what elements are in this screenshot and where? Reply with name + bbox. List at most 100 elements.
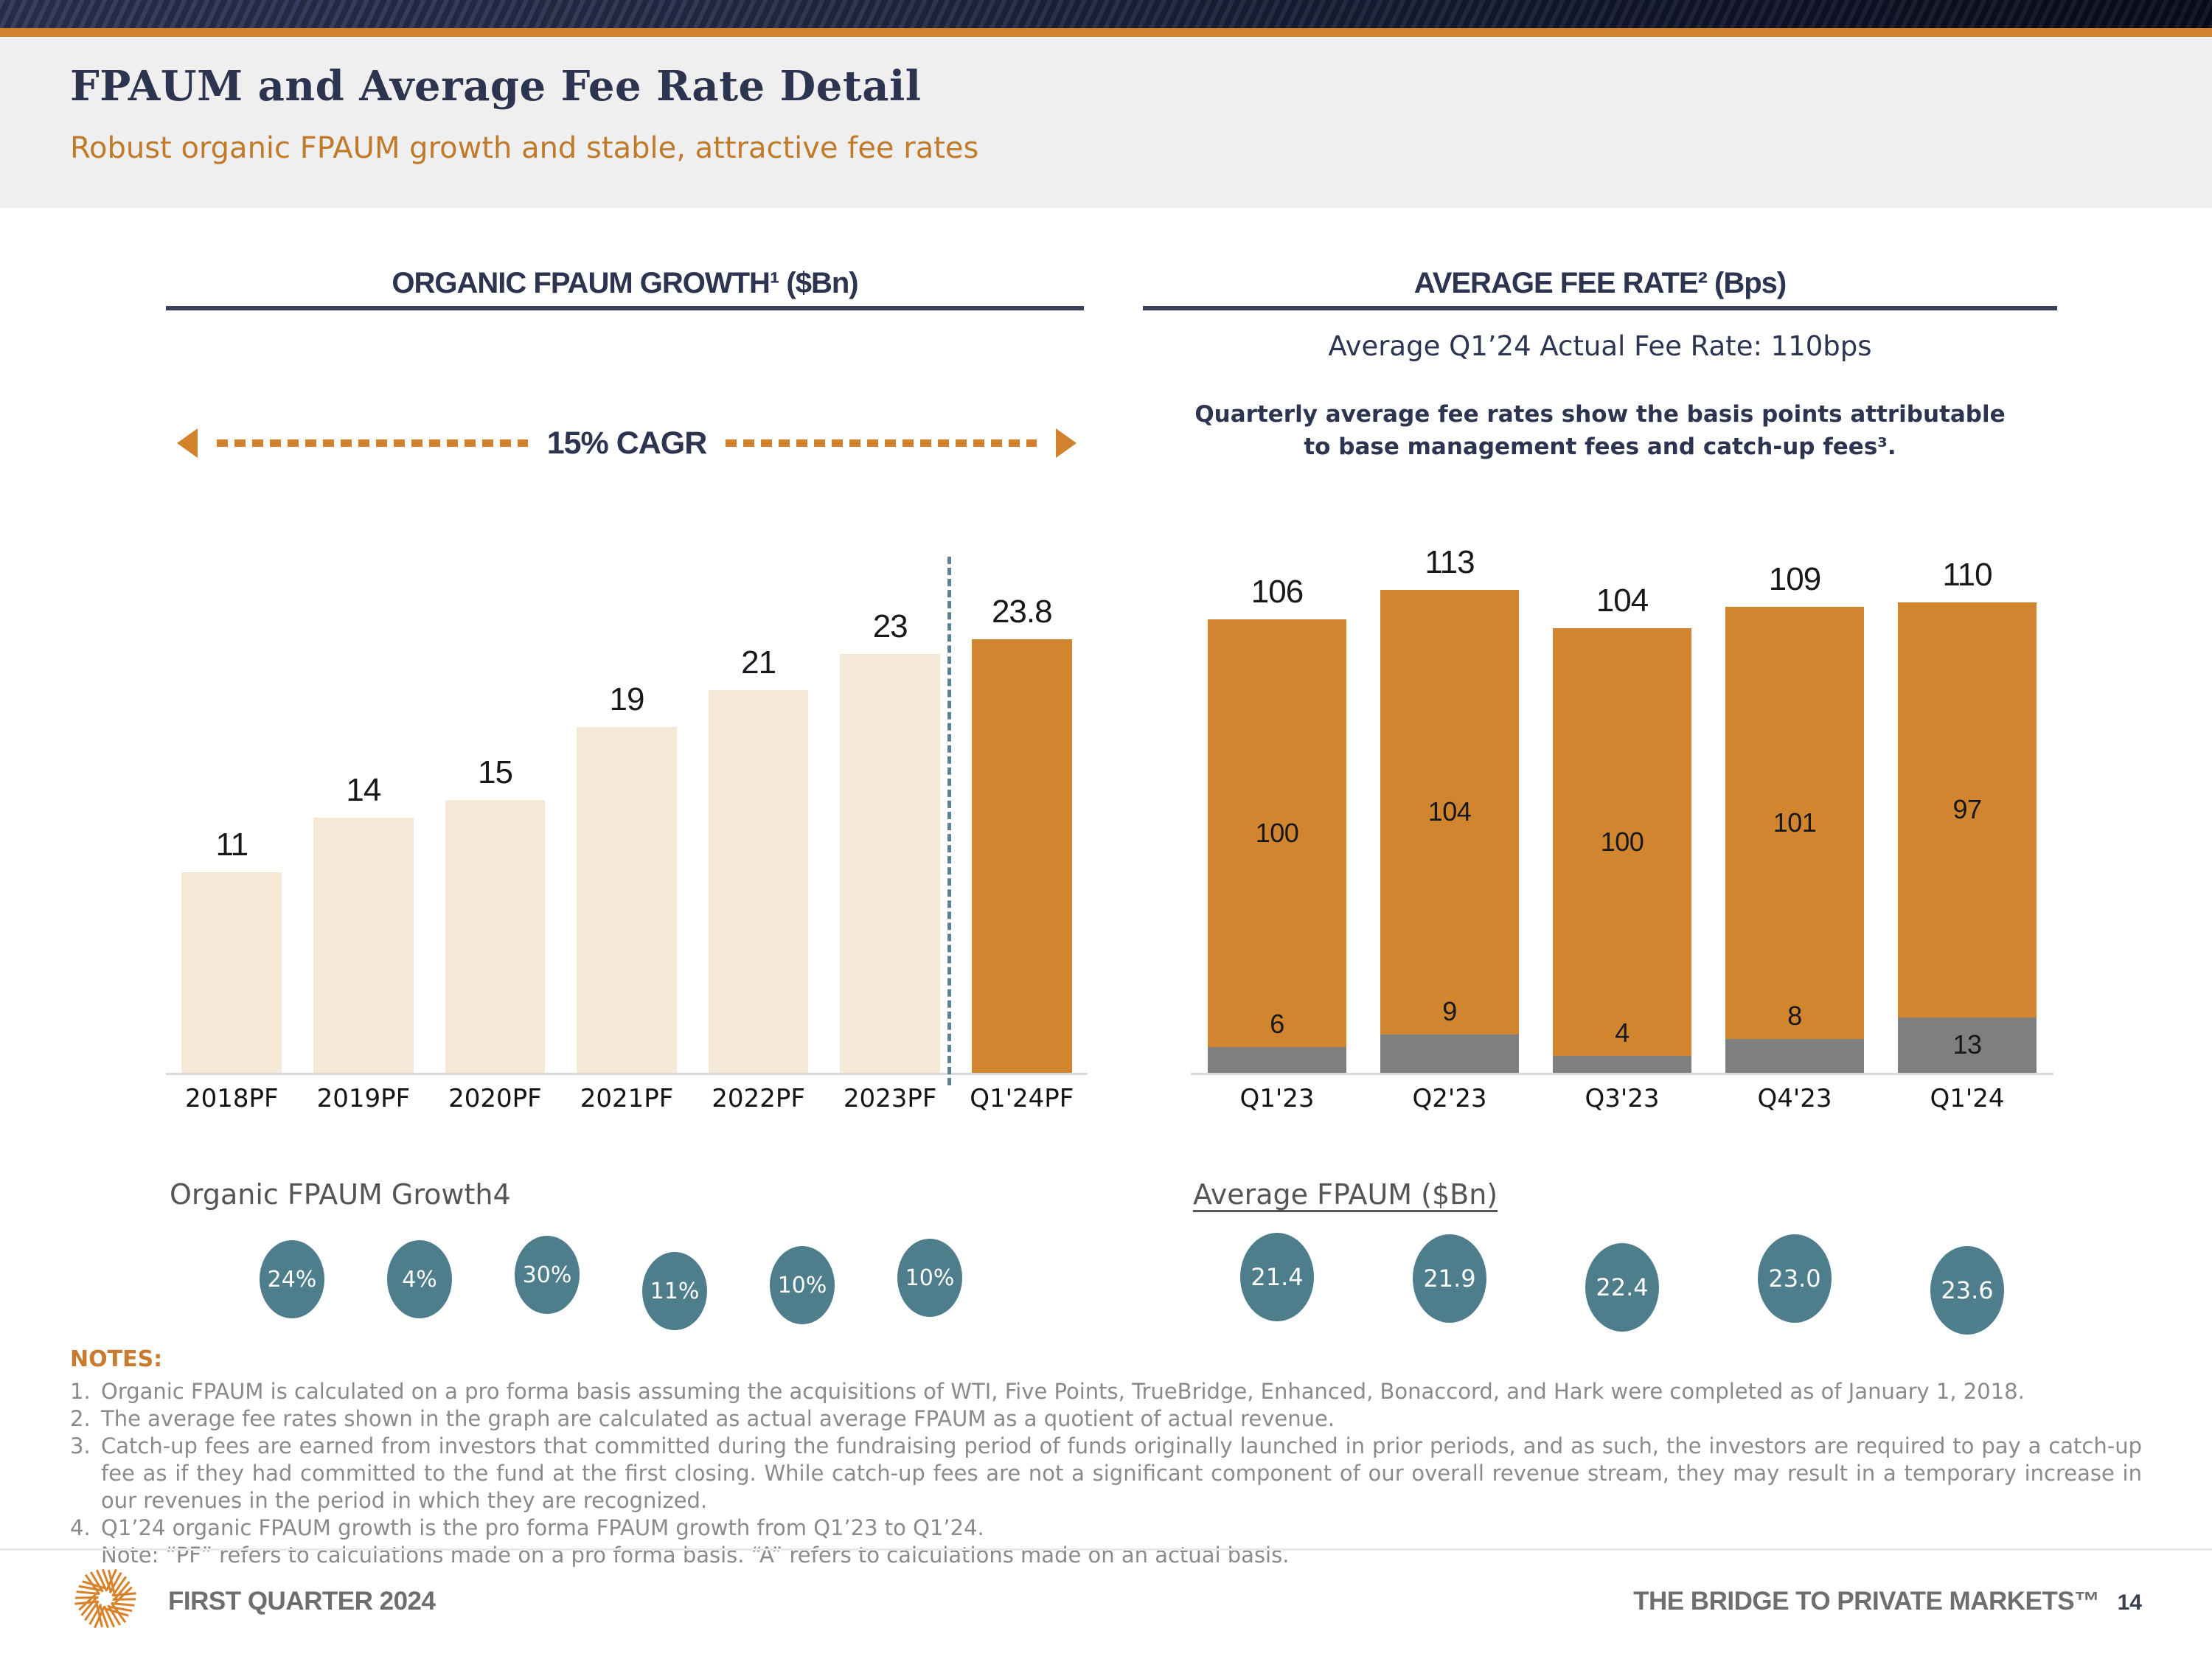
- avg-fpaum-bubble: 23.6: [1930, 1246, 2004, 1335]
- catchup-fee-segment: 9: [1380, 996, 1519, 1073]
- growth-bubble: 4%: [387, 1240, 452, 1318]
- bar-column: 19: [561, 586, 693, 1073]
- right-chart-plot: 106 100 6 113 104 9 104 100 4 109 101 8 110 97 13: [1191, 543, 2053, 1075]
- right-title-rule: [1143, 306, 2057, 310]
- bar-value-label: 23: [872, 608, 908, 644]
- fee-rate-note: Quarterly average fee rates show the bas…: [1194, 401, 2006, 461]
- growth-bubble: 10%: [770, 1246, 835, 1324]
- stacked-bar-column: 106 100 6: [1191, 546, 1363, 1073]
- growth-bubble: 24%: [260, 1240, 324, 1318]
- note-text: Organic FPAUM is calculated on a pro for…: [101, 1379, 2025, 1404]
- cagr-annotation: 15% CAGR: [177, 425, 1077, 461]
- page-number: 14: [2117, 1590, 2142, 1615]
- bubble-cell: 21.4: [1191, 1233, 1363, 1321]
- total-value-label: 109: [1768, 560, 1821, 597]
- x-axis-label: Q1'23: [1239, 1084, 1315, 1113]
- x-axis-label: 2018PF: [184, 1084, 279, 1113]
- note-text: Note: “PF” refers to calculations made o…: [101, 1543, 1290, 1568]
- header-band: [0, 37, 2212, 208]
- x-axis-label: Q2'23: [1412, 1084, 1487, 1113]
- note-number: 4.: [70, 1515, 91, 1540]
- base-fee-segment: 100: [1553, 627, 1691, 1056]
- bar-value-label: 14: [346, 772, 381, 809]
- bar: [840, 653, 941, 1073]
- total-value-label: 113: [1425, 543, 1475, 580]
- avg-fpaum-bubbles-label: Average FPAUM ($Bn): [1193, 1178, 1498, 1211]
- bubble-cell: 21.9: [1363, 1233, 1536, 1323]
- growth-bubble: 10%: [897, 1239, 962, 1317]
- x-axis-label: 2021PF: [580, 1084, 674, 1113]
- catchup-fee-segment: 6: [1208, 1009, 1346, 1073]
- dashed-line: [726, 439, 1037, 447]
- avg-fpaum-bubble: 21.9: [1413, 1234, 1486, 1323]
- avg-fpaum-bubble: 23.0: [1758, 1234, 1832, 1323]
- base-fee-segment: 97: [1898, 602, 2037, 1018]
- bar: [445, 799, 546, 1073]
- note-text: Q1’24 organic FPAUM growth is the pro fo…: [101, 1515, 984, 1540]
- bar: [181, 872, 282, 1073]
- page-subtitle: Robust organic FPAUM growth and stable, …: [70, 131, 979, 165]
- note-item: 1. Organic FPAUM is calculated on a pro …: [70, 1378, 2142, 1405]
- p10-logo-icon: [72, 1565, 139, 1632]
- growth-bubble: 11%: [642, 1252, 707, 1330]
- stacked-bar: 104 9: [1380, 589, 1519, 1073]
- bar-value-label: 21: [741, 644, 776, 681]
- catchup-fee-segment: 8: [1725, 1001, 1864, 1073]
- left-chart-plot: 11 14 15 19 21 23 23.8: [166, 557, 1088, 1085]
- base-fee-segment: 101: [1725, 606, 1864, 1039]
- stacked-bar-column: 109 101 8: [1708, 546, 1881, 1073]
- note-item: Note: “PF” refers to calculations made o…: [70, 1542, 2142, 1569]
- footer-rule: [0, 1548, 2212, 1551]
- x-axis-label: 2023PF: [843, 1084, 937, 1113]
- arrow-right-icon: [1056, 428, 1077, 458]
- base-fee-label: 97: [1952, 794, 1982, 825]
- bar-column: 14: [298, 586, 430, 1073]
- avg-fpaum-bubble: 22.4: [1585, 1243, 1659, 1332]
- left-chart-title: ORGANIC FPAUM GROWTH¹ ($Bn): [392, 267, 858, 299]
- accent-line: [0, 28, 2212, 37]
- catchup-fee-label: 9: [1442, 995, 1457, 1026]
- bar: [708, 690, 809, 1073]
- bar-column: 23.8: [956, 586, 1088, 1073]
- stacked-bar: 100 4: [1553, 627, 1691, 1073]
- note-number: 2.: [70, 1406, 91, 1431]
- stacked-bar-column: 113 104 9: [1363, 543, 1536, 1073]
- stacked-bar: 97 13: [1898, 602, 2037, 1073]
- bar: [313, 818, 414, 1073]
- dashed-line: [217, 439, 528, 447]
- notes-section: NOTES: 1. Organic FPAUM is calculated on…: [70, 1346, 2142, 1569]
- bar-value-label: 11: [215, 827, 248, 863]
- note-number: 3.: [70, 1433, 91, 1458]
- bar-column: 21: [692, 586, 824, 1073]
- x-axis-label: Q1'24: [1930, 1084, 2005, 1113]
- notes-heading: NOTES:: [70, 1346, 163, 1372]
- catchup-fee-label: 13: [1952, 1029, 1982, 1060]
- stacked-bar-column: 110 97 13: [1881, 546, 2053, 1073]
- bar: [577, 726, 677, 1073]
- avg-fpaum-bubble: 21.4: [1240, 1233, 1314, 1321]
- note-text: Catch-up fees are earned from investors …: [101, 1433, 2142, 1513]
- base-fee-label: 104: [1427, 796, 1472, 827]
- bar-column: 15: [429, 586, 561, 1073]
- right-chart-title: AVERAGE FEE RATE² (Bps): [1413, 267, 1787, 299]
- base-fee-label: 100: [1600, 826, 1644, 857]
- catchup-fee-label: 6: [1270, 1009, 1284, 1040]
- base-fee-label: 100: [1255, 818, 1299, 849]
- x-axis-label: 2022PF: [712, 1084, 805, 1113]
- footer-quarter-label: FIRST QUARTER 2024: [168, 1587, 436, 1615]
- bar-column: 23: [824, 586, 956, 1073]
- note-item: 3. Catch-up fees are earned from investo…: [70, 1433, 2142, 1514]
- bar-value-label: 15: [477, 754, 513, 790]
- stacked-bar: 100 6: [1208, 619, 1346, 1073]
- catchup-fee-segment: 13: [1898, 1017, 2037, 1073]
- bubble-cell: 23.0: [1708, 1233, 1881, 1323]
- note-item: 4. Q1’24 organic FPAUM growth is the pro…: [70, 1514, 2142, 1542]
- catchup-fee-segment: 4: [1553, 1018, 1691, 1073]
- cagr-label: 15% CAGR: [546, 425, 708, 461]
- bar-column: 11: [166, 586, 298, 1073]
- right-chart-xlabels: Q1'23 Q2'23 Q3'23 Q4'23 Q1'24: [1191, 1084, 2053, 1113]
- x-axis-label: 2019PF: [316, 1084, 411, 1113]
- x-axis-label: Q4'23: [1757, 1084, 1832, 1113]
- proforma-divider: [947, 557, 951, 1085]
